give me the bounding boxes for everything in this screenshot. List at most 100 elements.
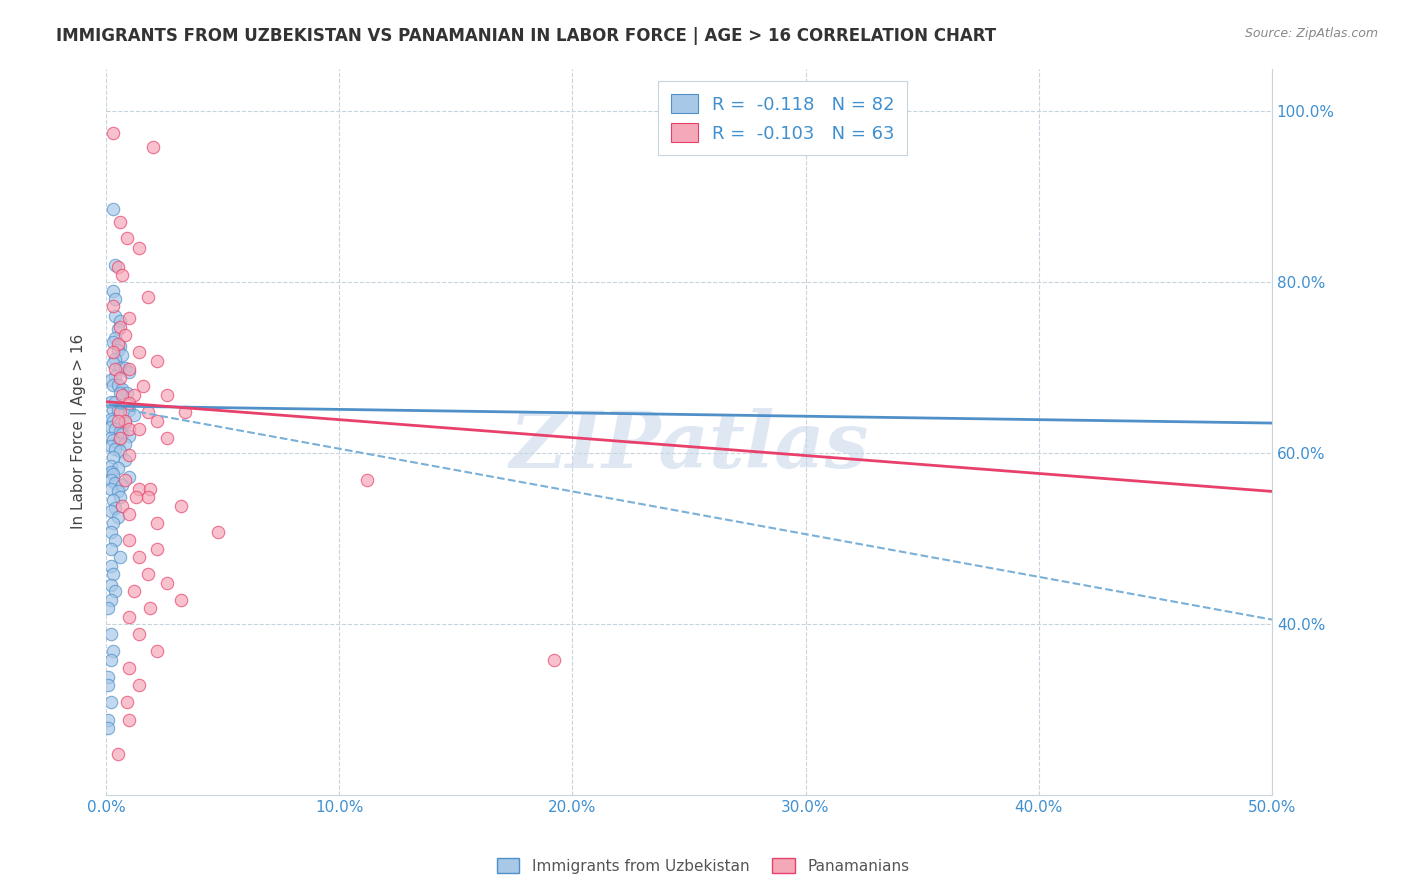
- Point: [115, 695, 138, 709]
- Point: [156, 431, 179, 445]
- Point: [107, 322, 129, 336]
- Point: [107, 435, 129, 450]
- Point: [146, 353, 169, 368]
- Point: [114, 416, 136, 430]
- Point: [108, 550, 131, 565]
- Point: [101, 450, 124, 465]
- Point: [107, 413, 129, 427]
- Point: [97, 601, 120, 615]
- Legend: Immigrants from Uzbekistan, Panamanians: Immigrants from Uzbekistan, Panamanians: [491, 852, 915, 880]
- Point: [139, 482, 162, 496]
- Point: [101, 299, 124, 313]
- Point: [111, 388, 134, 402]
- Point: [101, 345, 124, 359]
- Point: [104, 369, 127, 384]
- Point: [104, 501, 127, 516]
- Point: [104, 475, 127, 490]
- Point: [114, 473, 136, 487]
- Point: [104, 422, 127, 436]
- Point: [543, 653, 565, 667]
- Point: [100, 482, 122, 496]
- Point: [100, 627, 122, 641]
- Point: [111, 348, 134, 362]
- Point: [104, 533, 127, 548]
- Point: [107, 336, 129, 351]
- Point: [101, 516, 124, 530]
- Point: [136, 491, 159, 505]
- Point: [146, 541, 169, 556]
- Point: [139, 601, 162, 615]
- Point: [108, 444, 131, 458]
- Point: [104, 258, 127, 272]
- Point: [118, 429, 141, 443]
- Text: IMMIGRANTS FROM UZBEKISTAN VS PANAMANIAN IN LABOR FORCE | AGE > 16 CORRELATION C: IMMIGRANTS FROM UZBEKISTAN VS PANAMANIAN…: [56, 27, 997, 45]
- Point: [118, 448, 141, 462]
- Point: [128, 627, 150, 641]
- Point: [128, 345, 150, 359]
- Point: [156, 575, 179, 590]
- Point: [111, 478, 134, 492]
- Point: [118, 403, 141, 417]
- Point: [97, 721, 120, 735]
- Point: [108, 319, 131, 334]
- Point: [142, 140, 165, 154]
- Point: [104, 442, 127, 456]
- Point: [100, 558, 122, 573]
- Point: [114, 328, 136, 343]
- Point: [108, 371, 131, 385]
- Point: [104, 584, 127, 599]
- Point: [146, 644, 169, 658]
- Point: [100, 465, 122, 479]
- Point: [118, 310, 141, 325]
- Point: [111, 427, 134, 442]
- Point: [101, 356, 124, 370]
- Point: [115, 230, 138, 244]
- Point: [101, 403, 124, 417]
- Point: [115, 386, 138, 401]
- Point: [125, 491, 148, 505]
- Point: [108, 431, 131, 445]
- Point: [101, 467, 124, 482]
- Point: [104, 292, 127, 306]
- Point: [100, 420, 122, 434]
- Point: [122, 408, 145, 422]
- Point: [101, 567, 124, 582]
- Point: [136, 290, 159, 304]
- Point: [100, 541, 122, 556]
- Point: [101, 492, 124, 507]
- Point: [100, 504, 122, 518]
- Point: [118, 508, 141, 522]
- Point: [118, 533, 141, 548]
- Point: [108, 215, 131, 229]
- Point: [108, 491, 131, 505]
- Point: [128, 482, 150, 496]
- Point: [100, 578, 122, 592]
- Legend: R =  -0.118   N = 82, R =  -0.103   N = 63: R = -0.118 N = 82, R = -0.103 N = 63: [658, 81, 907, 155]
- Point: [104, 351, 127, 366]
- Point: [107, 461, 129, 475]
- Point: [118, 610, 141, 624]
- Point: [114, 413, 136, 427]
- Point: [100, 695, 122, 709]
- Point: [111, 499, 134, 513]
- Point: [101, 413, 124, 427]
- Point: [101, 284, 124, 298]
- Point: [111, 382, 134, 396]
- Point: [108, 339, 131, 353]
- Point: [174, 405, 197, 419]
- Point: [169, 593, 191, 607]
- Point: [156, 388, 179, 402]
- Point: [100, 473, 122, 487]
- Point: [97, 713, 120, 727]
- Point: [107, 403, 129, 417]
- Point: [128, 241, 150, 255]
- Text: Source: ZipAtlas.com: Source: ZipAtlas.com: [1244, 27, 1378, 40]
- Point: [101, 644, 124, 658]
- Point: [118, 470, 141, 484]
- Point: [108, 405, 131, 419]
- Point: [114, 452, 136, 467]
- Point: [108, 386, 131, 401]
- Point: [101, 126, 124, 140]
- Text: ZIPatlas: ZIPatlas: [509, 408, 869, 484]
- Point: [100, 431, 122, 445]
